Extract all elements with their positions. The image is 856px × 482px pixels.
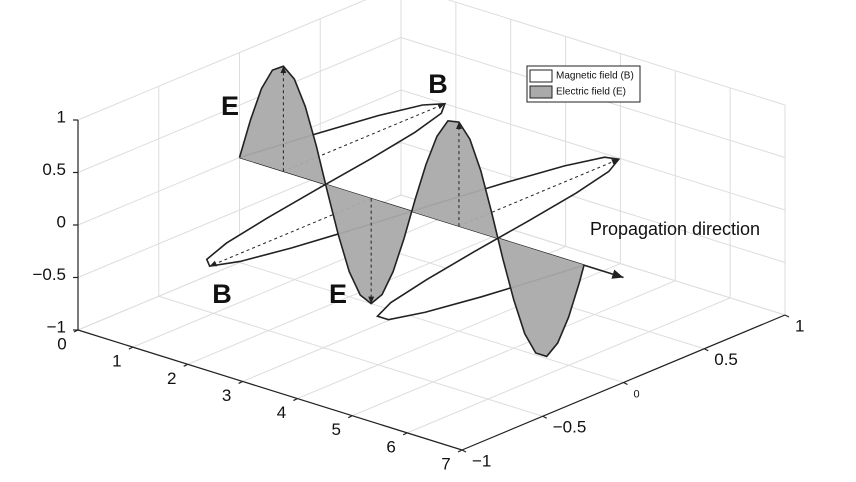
z-tick-label: −1 — [47, 317, 66, 336]
x-tick-label: 0 — [57, 334, 66, 353]
axis-line — [461, 314, 786, 451]
annotation: Propagation direction — [590, 219, 760, 239]
plot — [205, 65, 624, 358]
legend-label: Electric field (E) — [556, 87, 626, 98]
field-vector — [209, 198, 372, 267]
annotation: B — [212, 279, 232, 309]
z-tick-label: 1 — [57, 107, 66, 126]
y-tick-label: 1 — [795, 316, 804, 335]
z-tick-label: −0.5 — [32, 265, 66, 284]
x-tick-label: 6 — [386, 437, 395, 456]
field-vector — [283, 103, 446, 172]
legend: Magnetic field (B) Electric field (E) — [526, 65, 641, 103]
annotation: E — [221, 91, 239, 121]
legend-label: Magnetic field (B) — [556, 71, 634, 82]
legend-swatch — [529, 69, 553, 83]
y-tick-label: −0.5 — [553, 418, 587, 437]
z-tick-label: 0.5 — [42, 160, 66, 179]
y-tick-label: 0 — [634, 388, 640, 400]
z-tick-label: 0 — [57, 212, 66, 231]
grid-line — [77, 37, 402, 173]
x-tick-label: 3 — [222, 386, 231, 405]
x-tick-label: 1 — [112, 352, 121, 371]
grid-line — [447, 0, 786, 106]
x-tick-label: 2 — [167, 369, 176, 388]
axis-line — [77, 329, 463, 451]
annotation: B — [428, 69, 448, 99]
field-line — [238, 65, 585, 358]
y-tick-label: 0.5 — [714, 350, 738, 369]
legend-swatch — [529, 85, 553, 99]
grid-line — [158, 295, 543, 417]
field-fill — [239, 66, 585, 357]
annotation: E — [329, 279, 347, 309]
grid-line — [239, 262, 624, 383]
field-vector — [458, 158, 620, 227]
x-tick-label: 7 — [441, 454, 450, 473]
grid-line — [77, 0, 367, 121]
x-tick-label: 4 — [277, 403, 286, 422]
x-tick-label: 5 — [332, 420, 341, 439]
grid-line — [400, 89, 786, 211]
grid: 0 1 2 3 4 5 6 7 −1 −0.5 0 0.5 1 −1 −0.5 0 0.5 1 — [32, 0, 804, 473]
y-tick — [784, 314, 790, 318]
y-tick-label: −1 — [472, 451, 491, 470]
